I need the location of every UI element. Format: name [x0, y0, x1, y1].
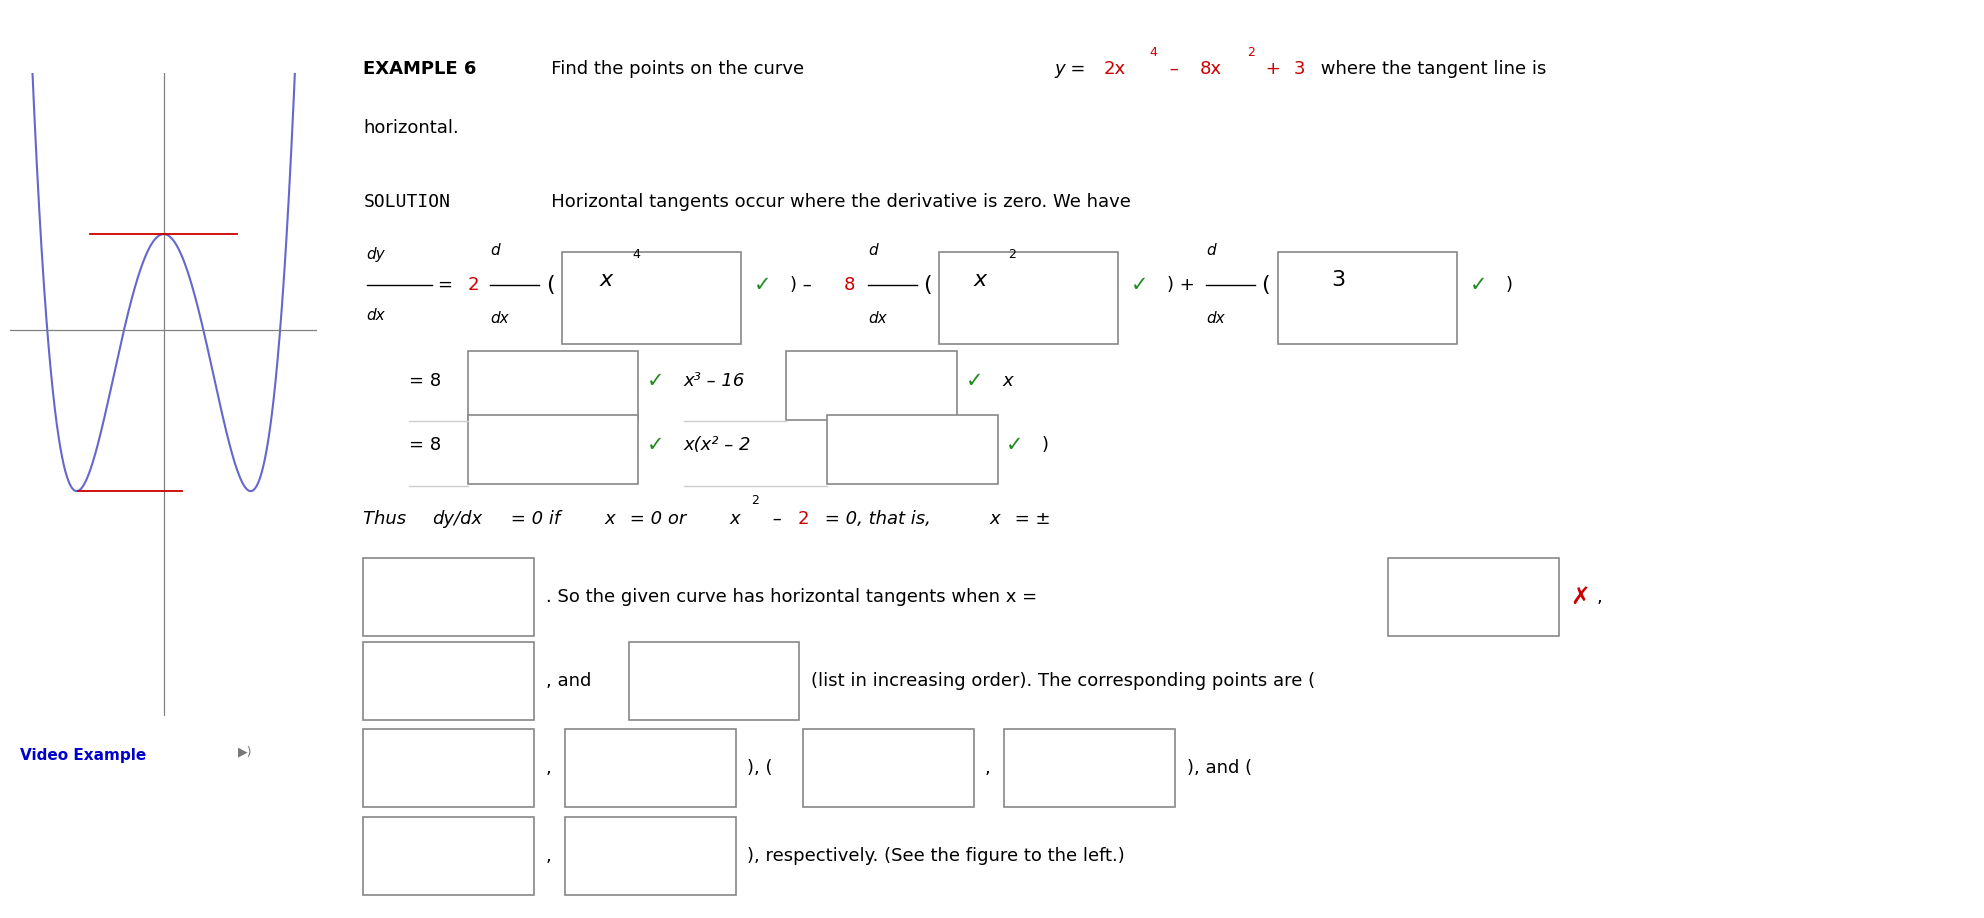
Text: ✗: ✗	[1571, 585, 1591, 609]
Text: SOLUTION: SOLUTION	[363, 193, 450, 211]
Text: (: (	[546, 274, 554, 295]
Text: ,: ,	[1597, 588, 1603, 606]
Text: horizontal.: horizontal.	[363, 119, 458, 138]
Text: 2: 2	[1008, 248, 1016, 261]
Text: 4: 4	[631, 248, 639, 261]
Text: 2: 2	[1246, 46, 1254, 59]
Text: EXAMPLE 6: EXAMPLE 6	[363, 60, 476, 78]
Bar	[561, 252, 740, 344]
Text: ✓: ✓	[647, 371, 665, 391]
Text: ▶): ▶)	[238, 745, 252, 758]
Text: 3: 3	[1331, 270, 1345, 290]
Bar	[827, 415, 998, 484]
Bar	[565, 729, 736, 808]
Text: 3: 3	[1294, 60, 1305, 78]
Text: =: =	[438, 275, 458, 294]
Text: –: –	[1165, 60, 1184, 78]
Text: dy/dx: dy/dx	[433, 509, 482, 528]
Text: x: x	[1002, 372, 1014, 390]
Text: ,: ,	[546, 846, 552, 865]
Text: 2: 2	[750, 494, 758, 507]
Text: +: +	[1260, 60, 1286, 78]
Text: = 8: = 8	[409, 372, 440, 390]
Bar	[1278, 252, 1456, 344]
Text: Thus: Thus	[363, 509, 413, 528]
Text: –: –	[768, 509, 788, 528]
Text: x: x	[990, 509, 1000, 528]
Text: ✓: ✓	[966, 371, 982, 391]
Bar	[1004, 729, 1175, 808]
Text: ✓: ✓	[754, 274, 772, 295]
Text: where the tangent line is: where the tangent line is	[1315, 60, 1548, 78]
Text: 2: 2	[468, 275, 478, 294]
Text: ✓: ✓	[1470, 274, 1488, 295]
Text: x: x	[974, 270, 986, 290]
Text: y =: y =	[1055, 60, 1091, 78]
Text: x: x	[599, 270, 613, 290]
Text: . So the given curve has horizontal tangents when x =: . So the given curve has horizontal tang…	[546, 588, 1038, 606]
Text: ✓: ✓	[1131, 274, 1149, 295]
Bar	[629, 643, 800, 720]
Bar	[468, 415, 639, 484]
Text: d: d	[490, 243, 500, 258]
Bar	[363, 557, 534, 635]
Text: Find the points on the curve: Find the points on the curve	[534, 60, 809, 78]
Text: , and: , and	[546, 672, 591, 690]
Text: Horizontal tangents occur where the derivative is zero. We have: Horizontal tangents occur where the deri…	[534, 193, 1131, 211]
Text: ), respectively. (See the figure to the left.): ), respectively. (See the figure to the …	[748, 846, 1125, 865]
Text: 2x: 2x	[1103, 60, 1125, 78]
Text: 4: 4	[1149, 46, 1157, 59]
Text: ,: ,	[984, 759, 990, 778]
Bar	[804, 729, 974, 808]
Text: 8: 8	[843, 275, 855, 294]
Text: dy: dy	[367, 247, 385, 262]
Text: ), and (: ), and (	[1186, 759, 1252, 778]
Text: dx: dx	[867, 311, 887, 326]
Text: (list in increasing order). The corresponding points are (: (list in increasing order). The correspo…	[811, 672, 1315, 690]
Text: x: x	[605, 509, 615, 528]
Text: x: x	[730, 509, 740, 528]
Bar	[786, 351, 956, 420]
Text: = 0 or: = 0 or	[623, 509, 692, 528]
Bar	[363, 817, 534, 894]
Text: 2: 2	[798, 509, 809, 528]
Text: x(x² – 2: x(x² – 2	[684, 436, 752, 454]
Text: = 0 if: = 0 if	[506, 509, 565, 528]
Text: x³ – 16: x³ – 16	[684, 372, 746, 390]
Text: (: (	[1262, 274, 1270, 295]
Text: = 0, that is,: = 0, that is,	[819, 509, 936, 528]
Bar	[363, 729, 534, 808]
Text: (: (	[923, 274, 932, 295]
Text: = ±: = ±	[1010, 509, 1052, 528]
Text: ,: ,	[546, 759, 552, 778]
Bar	[1389, 557, 1559, 635]
Text: = 8: = 8	[409, 436, 440, 454]
Text: ) +: ) +	[1167, 275, 1200, 294]
Text: Video Example: Video Example	[20, 748, 147, 763]
Text: dx: dx	[490, 311, 510, 326]
Text: d: d	[867, 243, 877, 258]
Text: d: d	[1206, 243, 1216, 258]
Text: ✓: ✓	[647, 435, 665, 455]
Bar	[565, 817, 736, 894]
Bar	[468, 351, 639, 420]
Text: ✓: ✓	[1006, 435, 1024, 455]
Text: dx: dx	[367, 308, 385, 322]
Text: ), (: ), (	[748, 759, 774, 778]
Text: 8x: 8x	[1200, 60, 1222, 78]
Text: ): )	[1042, 436, 1050, 454]
Bar	[363, 643, 534, 720]
Text: ) –: ) –	[790, 275, 817, 294]
Text: ): )	[1506, 275, 1512, 294]
Bar	[938, 252, 1119, 344]
Text: dx: dx	[1206, 311, 1224, 326]
